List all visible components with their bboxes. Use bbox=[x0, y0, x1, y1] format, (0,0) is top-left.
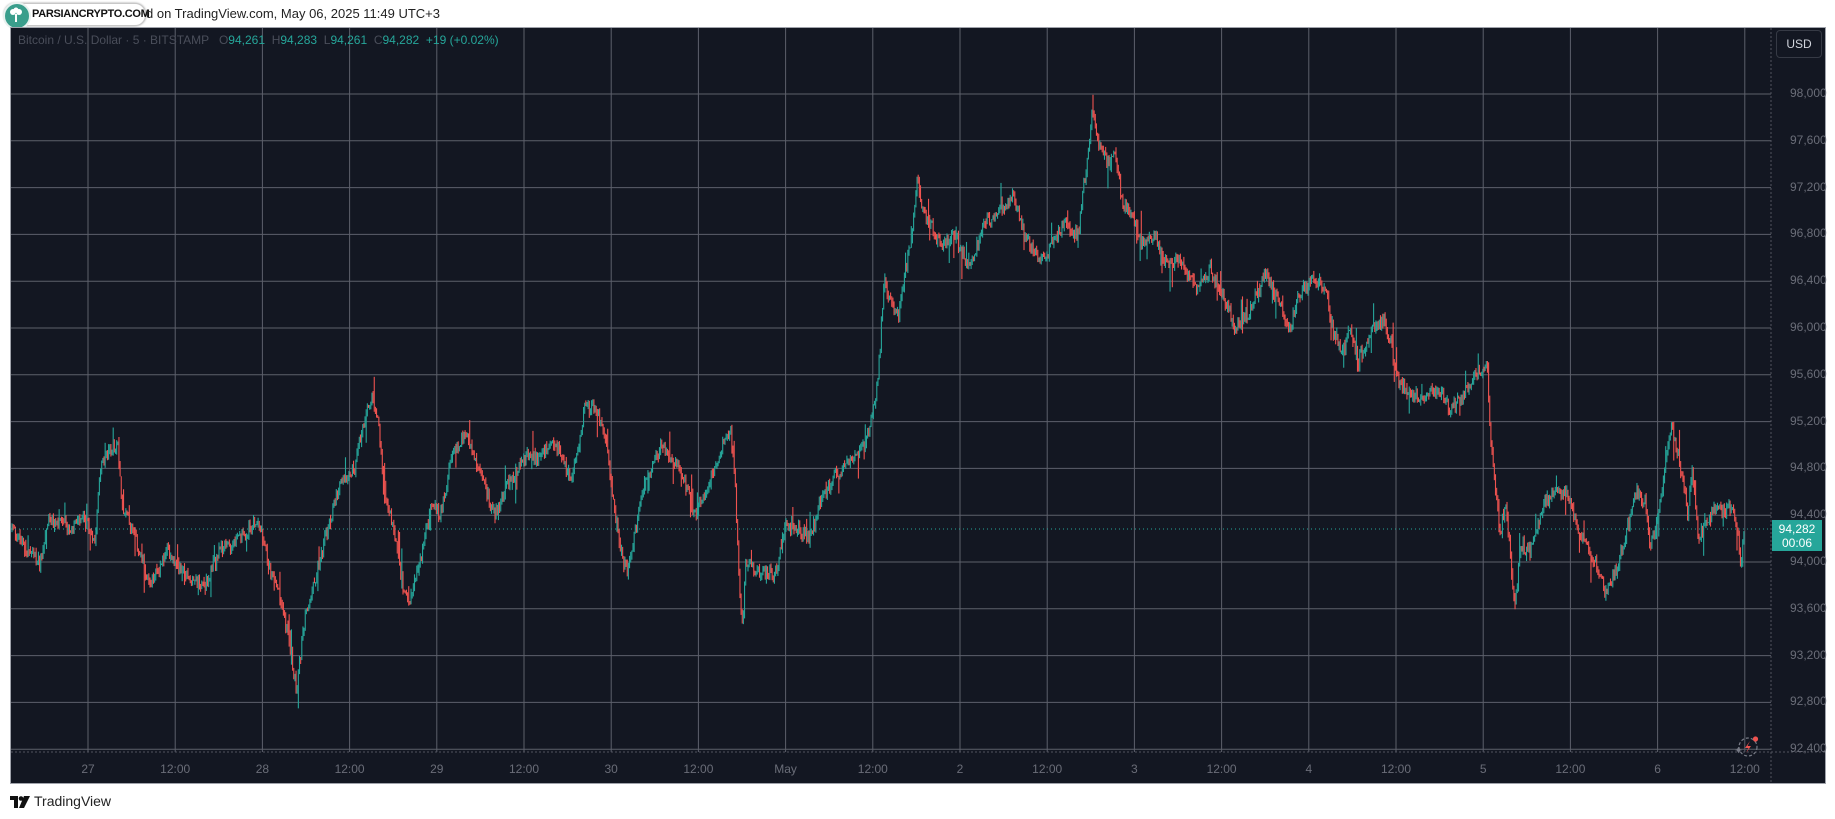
last-price: 94,282 bbox=[1778, 522, 1816, 536]
tradingview-logo-icon bbox=[10, 796, 30, 808]
price-axis-label: 97,600 bbox=[1790, 132, 1827, 147]
time-axis-label: 28 bbox=[255, 762, 270, 776]
time-axis-label: 12:00 bbox=[1380, 762, 1412, 776]
watermark-badge: PARSIANCRYPTO.COM bbox=[3, 2, 150, 30]
last-price-tag: 94,282 00:06 bbox=[1772, 520, 1822, 551]
time-axis-label: 3 bbox=[1131, 762, 1138, 776]
price-axis-label: 93,600 bbox=[1790, 600, 1827, 615]
time-axis-label: 27 bbox=[81, 762, 95, 776]
time-axis-label: 29 bbox=[430, 762, 444, 776]
close-value: 94,282 bbox=[382, 33, 420, 47]
time-axis-label: 4 bbox=[1305, 762, 1313, 776]
price-axis-label: 92,800 bbox=[1790, 694, 1827, 709]
change-percent: (+0.02%) bbox=[449, 33, 499, 47]
tradingview-brand: TradingView bbox=[34, 793, 112, 809]
change-value: +19 bbox=[425, 33, 447, 47]
time-axis-label: 12:00 bbox=[683, 762, 714, 776]
watermark-text: PARSIANCRYPTO.COM bbox=[32, 8, 150, 20]
price-axis-label: 95,200 bbox=[1790, 413, 1827, 428]
time-axis-label: May bbox=[774, 762, 797, 776]
price-axis-label: 96,000 bbox=[1790, 320, 1827, 334]
time-axis-label: 2 bbox=[956, 762, 964, 776]
price-axis-label: 96,800 bbox=[1790, 226, 1827, 241]
high-value: 94,283 bbox=[280, 33, 318, 47]
candles bbox=[11, 94, 1745, 709]
publish-header: PARSIANCRYPTO.COM d on TradingView.com, … bbox=[0, 0, 1835, 30]
time-axis-label: 12:00 bbox=[1729, 762, 1760, 776]
bar-countdown: 00:06 bbox=[1781, 536, 1813, 550]
symbol-legend: Bitcoin / U.S. Dollar · 5 · BITSTAMP O94… bbox=[18, 33, 499, 47]
chart-frame[interactable] bbox=[10, 27, 1826, 784]
time-axis-label: 12:00 bbox=[1555, 762, 1586, 776]
price-axis-label: 94,000 bbox=[1790, 554, 1827, 568]
time-axis-label: 12:00 bbox=[857, 762, 888, 776]
time-axis-label: 5 bbox=[1479, 762, 1487, 776]
time-axis-label: 12:00 bbox=[1206, 762, 1237, 776]
published-info: d on TradingView.com, May 06, 2025 11:49… bbox=[146, 6, 440, 21]
price-axis-label: 93,200 bbox=[1790, 647, 1827, 662]
time-axis-label: 12:00 bbox=[334, 762, 365, 776]
close-label: C bbox=[373, 33, 383, 47]
open-value: 94,261 bbox=[228, 33, 265, 47]
lightning-replay-icon[interactable] bbox=[1729, 733, 1763, 759]
price-axis-label: 94,800 bbox=[1790, 460, 1827, 475]
high-label: H bbox=[271, 33, 281, 47]
price-axis-label: 96,400 bbox=[1790, 273, 1827, 288]
tree-logo-icon bbox=[3, 2, 31, 30]
price-axis-label: 94,400 bbox=[1790, 507, 1827, 522]
symbol-title: Bitcoin / U.S. Dollar · 5 · BITSTAMP bbox=[18, 33, 209, 47]
time-axis-label: 12:00 bbox=[508, 762, 540, 776]
price-axis-label: 92,400 bbox=[1790, 741, 1827, 756]
open-label: O bbox=[218, 33, 229, 47]
price-axis-label: 98,000 bbox=[1790, 86, 1827, 100]
low-value: 94,261 bbox=[330, 33, 368, 47]
low-label: L bbox=[323, 33, 331, 47]
time-axis-label: 30 bbox=[604, 762, 618, 776]
time-axis-label: 12:00 bbox=[1032, 762, 1063, 776]
currency-button[interactable]: USD bbox=[1776, 30, 1822, 58]
time-axis-label: 12:00 bbox=[160, 762, 191, 776]
price-axis-label: 97,200 bbox=[1790, 179, 1827, 194]
price-axis-label: 95,600 bbox=[1790, 366, 1827, 381]
tradingview-footer: TradingView bbox=[10, 793, 111, 809]
time-axis-label: 6 bbox=[1654, 762, 1661, 776]
